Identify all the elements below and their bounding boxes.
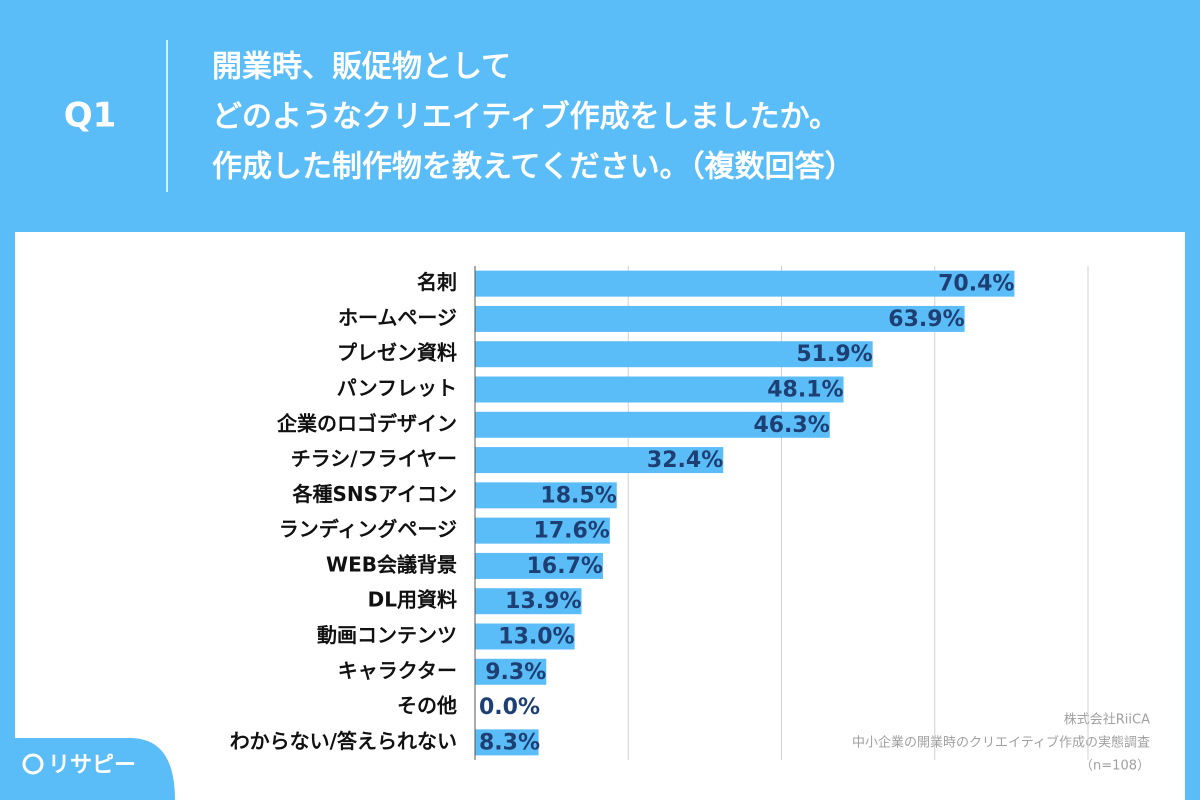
bar [475, 447, 724, 474]
category-label: 動画コンテンツ [317, 623, 457, 647]
logo-tab [0, 738, 175, 800]
logo-text: リサピー [48, 753, 136, 778]
bar [475, 341, 873, 368]
category-label: その他 [397, 694, 457, 718]
value-label: 63.9% [888, 307, 964, 332]
bar [475, 270, 1015, 297]
category-label: ホームページ [338, 305, 457, 329]
category-label: ランディングページ [279, 517, 457, 541]
logo-icon [22, 753, 44, 775]
bar [475, 729, 539, 756]
value-label: 70.4% [938, 272, 1014, 297]
bar [475, 305, 965, 332]
category-label: 名刺 [417, 270, 457, 294]
chart: 名刺 70.4% ホームページ 63.9% プレゼン資料 51.9% パンフレット 48.1%… [230, 266, 1089, 760]
category-label: プレゼン資料 [337, 341, 457, 365]
source-text: 中小企業の開業時のクリエイティブ作成の実態調査 [852, 735, 1150, 751]
category-label: 各種SNSアイコン [291, 482, 457, 506]
category-label: DL用資料 [368, 588, 457, 612]
bar [475, 588, 582, 615]
category-label: パンフレット [337, 376, 457, 400]
bar [475, 517, 610, 544]
value-label: 32.4% [647, 448, 723, 473]
bar [475, 658, 547, 685]
value-label: 18.5% [540, 483, 616, 508]
category-label: 企業のロゴデザイン [276, 411, 457, 435]
value-label: 51.9% [796, 342, 872, 367]
question-label: Q1 [64, 96, 117, 136]
category-label: わからない/答えられない [230, 729, 457, 753]
category-label: チラシ/フライヤー [291, 447, 457, 471]
value-label: 13.0% [498, 625, 574, 650]
bar [475, 623, 575, 650]
bar [475, 482, 617, 509]
source-text: （n=108） [1080, 759, 1150, 774]
category-label: キャラクター [338, 658, 457, 682]
source-text: 株式会社RiiCA [1064, 712, 1150, 728]
value-label: 8.3% [479, 730, 540, 755]
value-label: 0.0% [479, 695, 540, 720]
value-label: 13.9% [505, 589, 581, 614]
value-label: 48.1% [767, 378, 843, 403]
value-label: 9.3% [485, 660, 546, 685]
title-line: 開業時、販促物として [212, 50, 511, 85]
title-line: 作成した制作物を教えてください。（複数回答） [212, 150, 855, 185]
bar [475, 376, 844, 403]
bar [475, 411, 830, 438]
value-label: 46.3% [753, 413, 829, 438]
bar [475, 552, 603, 579]
title-line: どのようなクリエイティブ作成をしましたか。 [212, 100, 839, 135]
value-label: 17.6% [534, 519, 610, 544]
category-label: WEB会議背景 [326, 552, 457, 576]
value-label: 16.7% [527, 554, 603, 579]
